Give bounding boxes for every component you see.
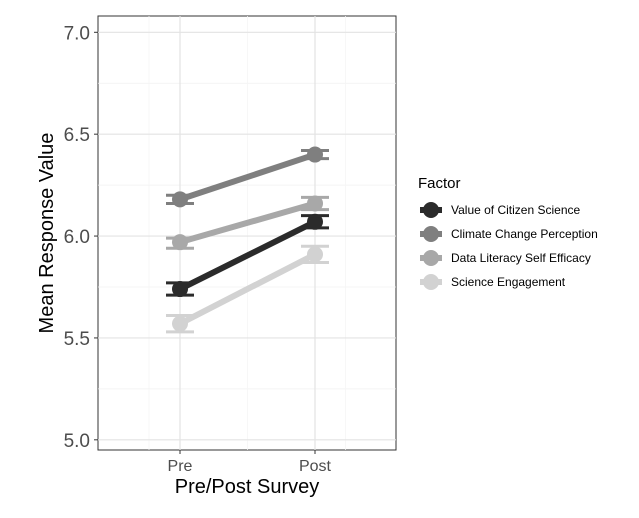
legend-item: Value of Citizen Science [420, 202, 581, 218]
data-point [307, 246, 323, 263]
legend-key-point [423, 274, 439, 290]
series-science-engagement [166, 244, 329, 334]
legend-key-point [423, 202, 439, 218]
data-point [172, 315, 188, 332]
series-line [177, 151, 318, 203]
series-line [177, 218, 318, 293]
legend-item: Science Engagement [420, 274, 566, 290]
data-point [172, 281, 188, 298]
series-value-of-citizen-science [166, 213, 329, 298]
series-line [177, 200, 318, 246]
major-gridlines [98, 16, 396, 450]
data-point [307, 146, 323, 163]
data-point [172, 191, 188, 208]
data-point [307, 195, 323, 212]
y-tick-label: 6.5 [64, 125, 90, 146]
y-axis: 5.0 5.5 6.0 6.5 7.0 [64, 23, 98, 452]
y-tick-label: 5.0 [64, 431, 90, 452]
series-line [177, 251, 318, 327]
x-axis: Pre Post [168, 450, 332, 475]
y-tick-label: 7.0 [64, 23, 90, 44]
legend-title: Factor [418, 175, 461, 192]
legend-key-point [423, 226, 439, 242]
data-point [172, 234, 188, 251]
legend-item: Data Literacy Self Efficacy [420, 250, 591, 266]
series-climate-change-perception [166, 146, 329, 208]
legend-item: Climate Change Perception [420, 226, 598, 242]
x-tick-label: Post [299, 458, 332, 475]
legend-label: Climate Change Perception [451, 227, 598, 241]
legend: Factor Value of Citizen Science Climate C… [418, 175, 598, 290]
y-tick-label: 5.5 [64, 329, 90, 350]
y-tick-label: 6.0 [64, 227, 90, 248]
x-axis-title: Pre/Post Survey [175, 476, 320, 498]
legend-label: Value of Citizen Science [451, 203, 581, 217]
y-axis-title: Mean Response Value [36, 133, 58, 334]
series-layer [166, 146, 329, 334]
legend-label: Data Literacy Self Efficacy [451, 251, 591, 265]
legend-label: Science Engagement [451, 275, 566, 289]
x-tick-label: Pre [168, 458, 193, 475]
series-data-literacy-self-efficacy [166, 195, 329, 251]
minor-gridlines [98, 16, 396, 450]
legend-key-point [423, 250, 439, 266]
plot-panel [97, 15, 397, 451]
data-point [307, 213, 323, 230]
